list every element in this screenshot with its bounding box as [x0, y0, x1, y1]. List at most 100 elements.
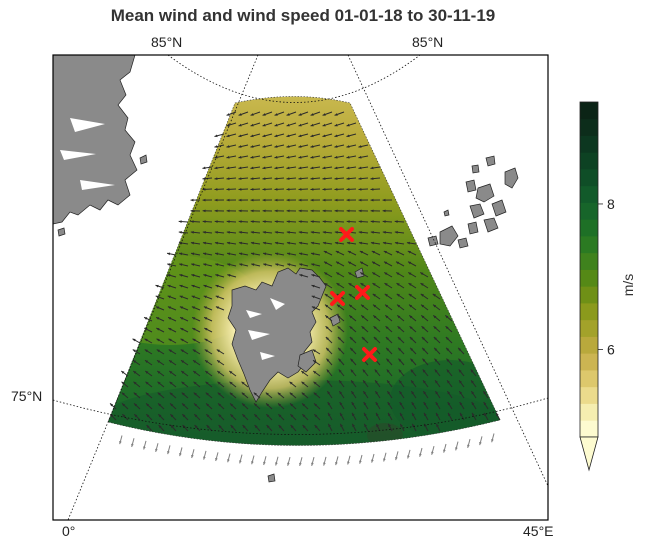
wind-arrow-head	[337, 326, 341, 330]
wind-arrow-head	[364, 423, 367, 428]
wind-arrow-head	[397, 304, 401, 308]
colorbar-band	[580, 202, 598, 220]
wind-arrow-head	[382, 230, 386, 234]
wind-arrow-head	[382, 198, 386, 202]
wind-arrow-head	[145, 381, 149, 385]
wind-arrow-head	[216, 360, 221, 364]
wind-arrow-head	[214, 145, 218, 148]
wind-arrow-head	[241, 392, 245, 396]
wind-arrow-head	[310, 155, 314, 159]
colorbar-band	[580, 185, 598, 203]
wind-arrow-head	[359, 460, 362, 464]
wind-arrow-head	[218, 403, 222, 407]
wind-arrow-head	[274, 198, 278, 202]
wind-arrow-head	[372, 293, 376, 297]
wind-arrow-head	[226, 123, 230, 127]
wind-arrow-head	[327, 402, 331, 406]
wind-arrow-head	[226, 155, 230, 159]
wind-arrow-head	[388, 412, 391, 417]
wind-arrow-head	[384, 293, 388, 297]
wind-arrow-head	[398, 369, 402, 373]
wind-arrow-head	[190, 209, 194, 213]
wind-arrow-head	[382, 241, 386, 245]
wind-arrow-head	[202, 198, 206, 202]
wind-arrow-head	[262, 166, 266, 170]
wind-arrow-head	[180, 338, 184, 342]
wind-arrow-head	[337, 336, 341, 340]
wind-arrow-head	[409, 304, 413, 308]
wind-arrow-head	[336, 261, 340, 265]
wind-arrow-head	[420, 293, 424, 297]
wind-arrow-head	[192, 317, 196, 320]
wind-arrow-head	[214, 230, 218, 234]
colorbar-band	[580, 219, 598, 237]
wind-arrow-head	[336, 283, 340, 286]
wind-arrow-head	[298, 198, 302, 202]
wind-arrow-head	[157, 392, 161, 396]
wind-arrow-head	[202, 230, 206, 234]
wind-arrow-head	[250, 241, 254, 245]
wind-arrow-head	[347, 461, 350, 465]
wind-arrow-head	[446, 347, 450, 351]
wind-arrow-head	[192, 338, 196, 342]
wind-arrow-head	[191, 295, 195, 299]
wind-arrow-head	[325, 315, 329, 319]
wind-arrow-head	[370, 209, 374, 213]
wind-arrow-head	[491, 439, 494, 443]
wind-arrow-head	[266, 403, 270, 407]
wind-arrow-head	[299, 263, 303, 266]
wind-arrow-head	[121, 392, 125, 396]
wind-arrow-head	[310, 187, 314, 191]
wind-arrow-head	[217, 392, 221, 396]
wind-arrow-head	[338, 369, 342, 373]
wind-arrow-head	[310, 134, 314, 138]
colorbar-band	[580, 152, 598, 170]
wind-arrow-head	[311, 462, 314, 466]
wind-arrow-head	[155, 306, 160, 310]
wind-arrow-head	[134, 403, 138, 407]
wind-arrow-head	[202, 241, 206, 245]
wind-arrow-head	[358, 241, 362, 245]
wind-arrow-head	[496, 412, 499, 417]
wind-arrow-head	[399, 391, 403, 395]
wind-arrow-head	[215, 457, 218, 462]
wind-arrow-head	[335, 251, 339, 254]
wind-arrow-head	[218, 414, 222, 418]
colorbar-band	[580, 286, 598, 304]
wind-arrow-head	[275, 252, 279, 256]
wind-arrow-head	[408, 272, 412, 276]
wind-arrow-head	[370, 220, 374, 223]
wind-arrow-head	[227, 274, 231, 277]
wind-arrow-head	[242, 425, 246, 429]
wind-arrow-head	[323, 462, 326, 466]
wind-arrow-head	[226, 241, 230, 245]
wind-arrow-head	[193, 371, 197, 374]
wind-arrow-head	[310, 220, 314, 223]
wind-arrow-head	[250, 177, 254, 181]
wind-arrow-head	[361, 326, 365, 330]
wind-arrow-head	[133, 392, 137, 396]
wind-arrow-head	[399, 402, 403, 406]
wind-arrow-head	[286, 198, 290, 202]
wind-arrow-head	[226, 220, 230, 223]
wind-arrow-head	[239, 252, 243, 256]
wind-arrow-head	[180, 317, 184, 320]
wind-arrow-head	[144, 328, 148, 331]
colorbar-band	[580, 353, 598, 371]
wind-arrow-head	[370, 230, 374, 234]
wind-arrow-head	[370, 241, 374, 245]
wind-arrow-head	[242, 403, 246, 407]
wind-arrow-head	[433, 304, 437, 308]
wind-arrow-head	[334, 155, 338, 159]
wind-arrow-head	[336, 272, 340, 276]
wind-arrow-head	[180, 328, 184, 331]
wind-arrow-head	[410, 347, 414, 351]
wind-arrow-head	[370, 187, 374, 191]
wind-arrow-head	[156, 338, 160, 342]
wind-arrow-head	[275, 462, 278, 466]
wind-arrow-head	[311, 306, 316, 310]
wind-arrow-head	[250, 155, 254, 159]
colorbar-band	[580, 319, 598, 337]
wind-arrow-head	[286, 187, 290, 191]
wind-arrow-head	[322, 187, 326, 191]
